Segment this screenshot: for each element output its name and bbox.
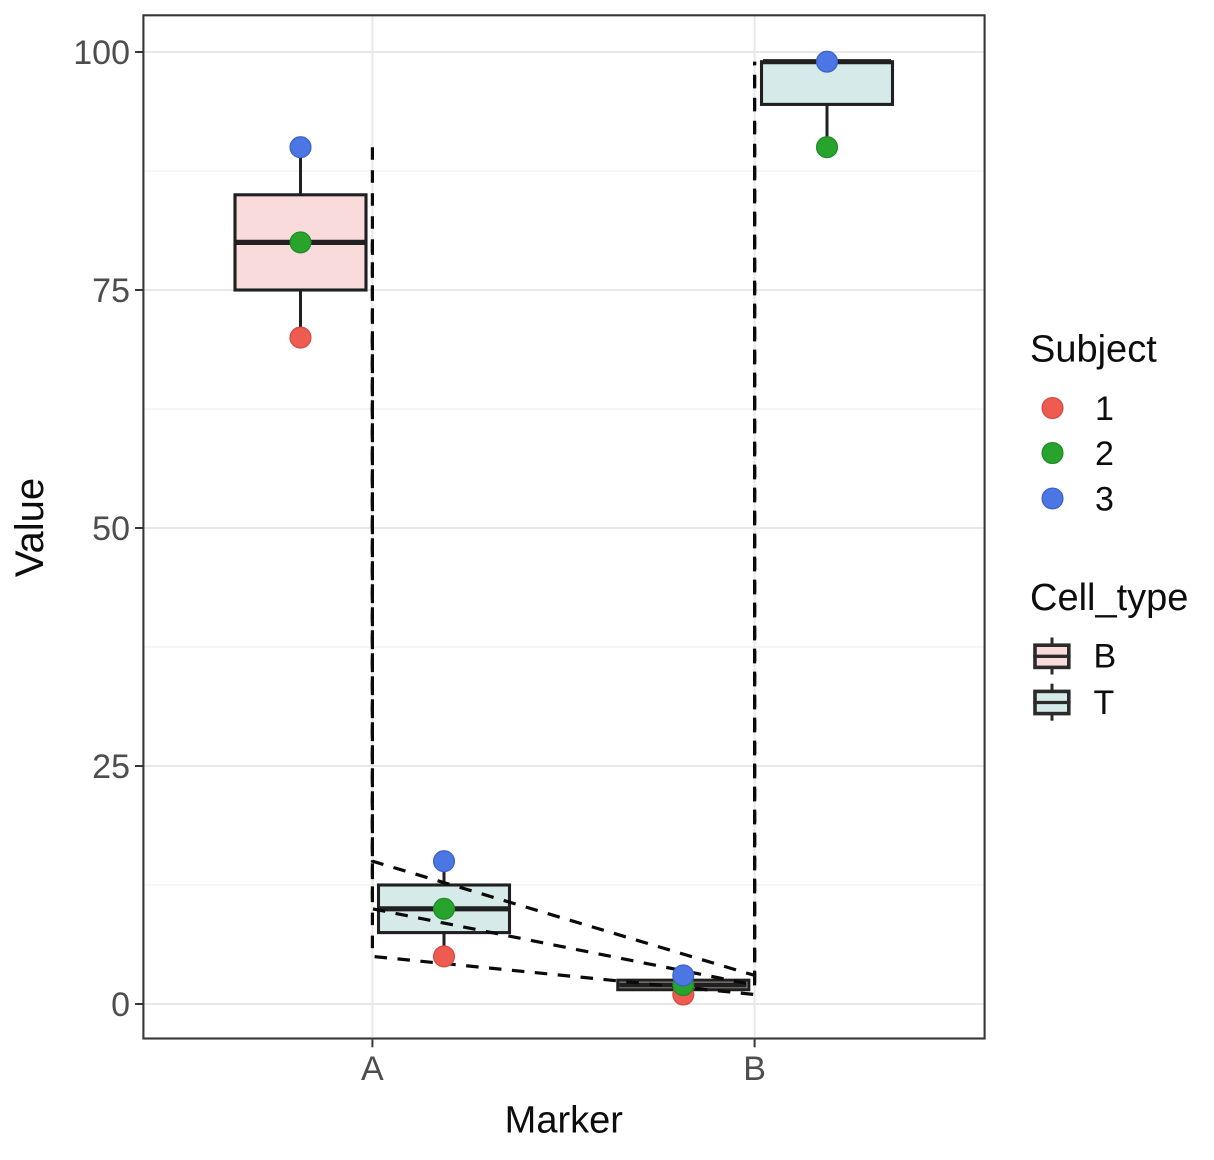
svg-text:25: 25	[92, 748, 130, 786]
svg-text:2: 2	[1095, 435, 1114, 473]
svg-text:Marker: Marker	[505, 1100, 624, 1142]
svg-text:75: 75	[92, 272, 130, 310]
svg-text:Subject: Subject	[1030, 329, 1157, 371]
svg-text:3: 3	[1095, 481, 1114, 519]
svg-text:1: 1	[1095, 390, 1114, 428]
svg-text:50: 50	[92, 510, 130, 548]
svg-text:T: T	[1094, 684, 1115, 722]
svg-text:0: 0	[111, 986, 130, 1024]
svg-text:A: A	[361, 1050, 384, 1088]
svg-text:B: B	[743, 1050, 766, 1088]
svg-text:B: B	[1094, 638, 1117, 676]
svg-text:Value: Value	[8, 478, 52, 577]
svg-text:100: 100	[73, 34, 130, 72]
svg-text:Cell_type: Cell_type	[1030, 577, 1188, 619]
